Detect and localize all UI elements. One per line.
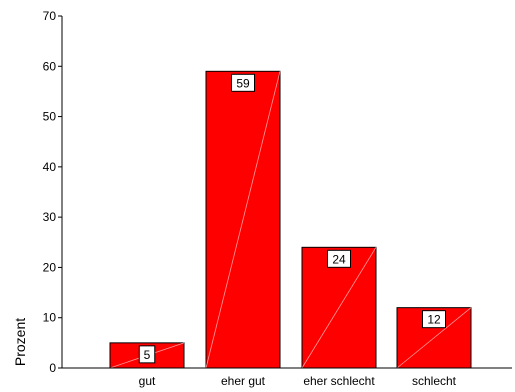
x-tick-label: schlecht xyxy=(412,374,457,388)
bar-group: 59 eher gut xyxy=(205,70,281,388)
x-tick-label: gut xyxy=(139,374,156,388)
y-tick-label: 10 xyxy=(43,311,57,325)
data-label-box xyxy=(138,345,156,364)
bar-texture-line xyxy=(396,307,472,369)
bar-group: 12 schlecht xyxy=(396,307,472,388)
data-label-box xyxy=(422,310,446,329)
data-label: 5 xyxy=(144,348,151,362)
data-label-box xyxy=(231,73,255,92)
y-tick-label: 50 xyxy=(43,110,57,124)
data-label: 12 xyxy=(427,313,441,327)
y-axis-label: Prozent xyxy=(12,318,28,366)
y-tick-label: 60 xyxy=(43,59,57,73)
x-tick-label: eher gut xyxy=(221,374,266,388)
y-tick-label: 40 xyxy=(43,160,57,174)
data-label: 59 xyxy=(236,76,250,90)
bar-texture-line xyxy=(301,247,377,369)
y-tick-label: 0 xyxy=(49,361,56,375)
axes-group: 0 10 20 30 40 50 60 70 xyxy=(43,9,512,375)
bar-texture-line xyxy=(205,71,281,369)
data-label: 24 xyxy=(332,252,346,266)
data-label-box xyxy=(327,249,351,268)
x-tick-label: eher schlecht xyxy=(303,374,375,388)
bars-group: 5 gut 59 eher gut 24 eher schlecht 12 schlecht xyxy=(109,70,472,388)
y-tick-label: 30 xyxy=(43,210,57,224)
bar-group: 5 gut xyxy=(109,342,185,388)
y-tick-label: 70 xyxy=(43,9,57,23)
bar-group: 24 eher schlecht xyxy=(301,246,377,388)
y-tick-label: 20 xyxy=(43,260,57,274)
